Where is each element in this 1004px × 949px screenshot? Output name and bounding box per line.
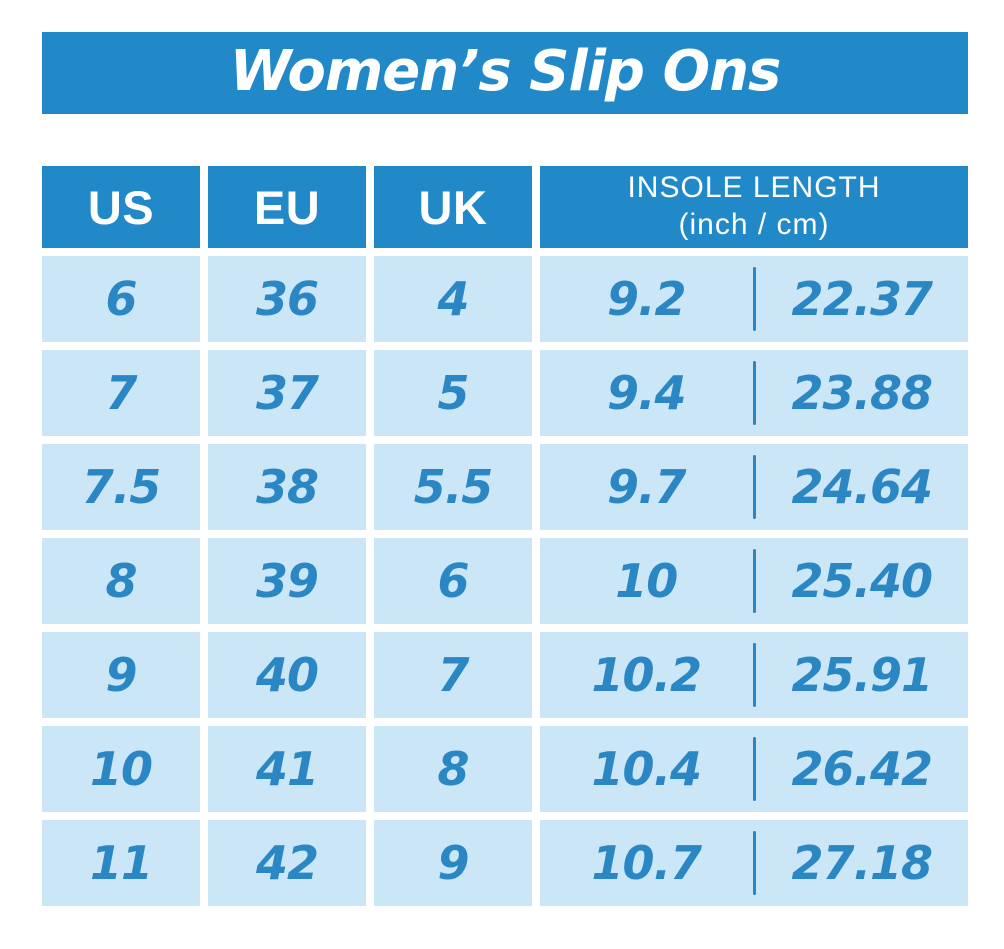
page-title: Women’s Slip Ons — [229, 38, 782, 104]
cell-us-size: 6 — [42, 256, 200, 342]
cell-eu-size: 40 — [208, 632, 366, 718]
insole-inch-value: 9.7 — [607, 460, 686, 514]
insole-cm-value: 27.18 — [791, 836, 933, 890]
cell-insole-length: 10.4 26.42 — [540, 726, 968, 812]
cell-uk-size: 5.5 — [374, 444, 532, 530]
insole-header-line1: INSOLE LENGTH — [627, 171, 881, 205]
insole-cm-value: 23.88 — [791, 366, 933, 420]
insole-inch-value: 10 — [615, 554, 678, 608]
cell-us-size: 7 — [42, 350, 200, 436]
cell-eu-size: 38 — [208, 444, 366, 530]
cell-uk-size: 4 — [374, 256, 532, 342]
insole-cm-value: 25.91 — [791, 648, 933, 702]
inch-cm-divider-line — [752, 643, 756, 707]
cell-eu-size: 41 — [208, 726, 366, 812]
insole-header-line2: (inch / cm) — [678, 208, 830, 241]
column-header-uk: UK — [374, 166, 532, 248]
title-banner: Women’s Slip Ons — [42, 32, 968, 114]
cell-uk-size: 9 — [374, 820, 532, 906]
cell-uk-size: 8 — [374, 726, 532, 812]
cell-eu-size: 42 — [208, 820, 366, 906]
inch-cm-divider-line — [752, 831, 756, 895]
inch-cm-divider-line — [752, 361, 756, 425]
cell-insole-length: 10 25.40 — [540, 538, 968, 624]
cell-us-size: 7.5 — [42, 444, 200, 530]
cell-us-size: 10 — [42, 726, 200, 812]
cell-insole-length: 9.4 23.88 — [540, 350, 968, 436]
cell-eu-size: 37 — [208, 350, 366, 436]
insole-inch-value: 10.2 — [591, 648, 702, 702]
insole-inch-value: 10.4 — [591, 742, 702, 796]
cell-uk-size: 6 — [374, 538, 532, 624]
insole-cm-value: 25.40 — [791, 554, 933, 608]
insole-inch-value: 9.4 — [607, 366, 686, 420]
size-chart-table: US EU UK INSOLE LENGTH (inch / cm) 6 36 … — [42, 166, 968, 906]
cell-us-size: 8 — [42, 538, 200, 624]
cell-uk-size: 5 — [374, 350, 532, 436]
insole-inch-value: 9.2 — [607, 272, 686, 326]
insole-cm-value: 26.42 — [791, 742, 933, 796]
insole-inch-value: 10.7 — [591, 836, 702, 890]
cell-eu-size: 39 — [208, 538, 366, 624]
cell-insole-length: 9.7 24.64 — [540, 444, 968, 530]
cell-us-size: 9 — [42, 632, 200, 718]
cell-insole-length: 10.2 25.91 — [540, 632, 968, 718]
column-header-eu: EU — [208, 166, 366, 248]
cell-eu-size: 36 — [208, 256, 366, 342]
inch-cm-divider-line — [752, 549, 756, 613]
cell-us-size: 11 — [42, 820, 200, 906]
column-header-insole-length: INSOLE LENGTH (inch / cm) — [540, 166, 968, 248]
inch-cm-divider-line — [752, 267, 756, 331]
column-header-us: US — [42, 166, 200, 248]
insole-cm-value: 24.64 — [791, 460, 933, 514]
inch-cm-divider-line — [752, 737, 756, 801]
inch-cm-divider-line — [752, 455, 756, 519]
insole-cm-value: 22.37 — [791, 272, 933, 326]
cell-insole-length: 10.7 27.18 — [540, 820, 968, 906]
cell-insole-length: 9.2 22.37 — [540, 256, 968, 342]
cell-uk-size: 7 — [374, 632, 532, 718]
